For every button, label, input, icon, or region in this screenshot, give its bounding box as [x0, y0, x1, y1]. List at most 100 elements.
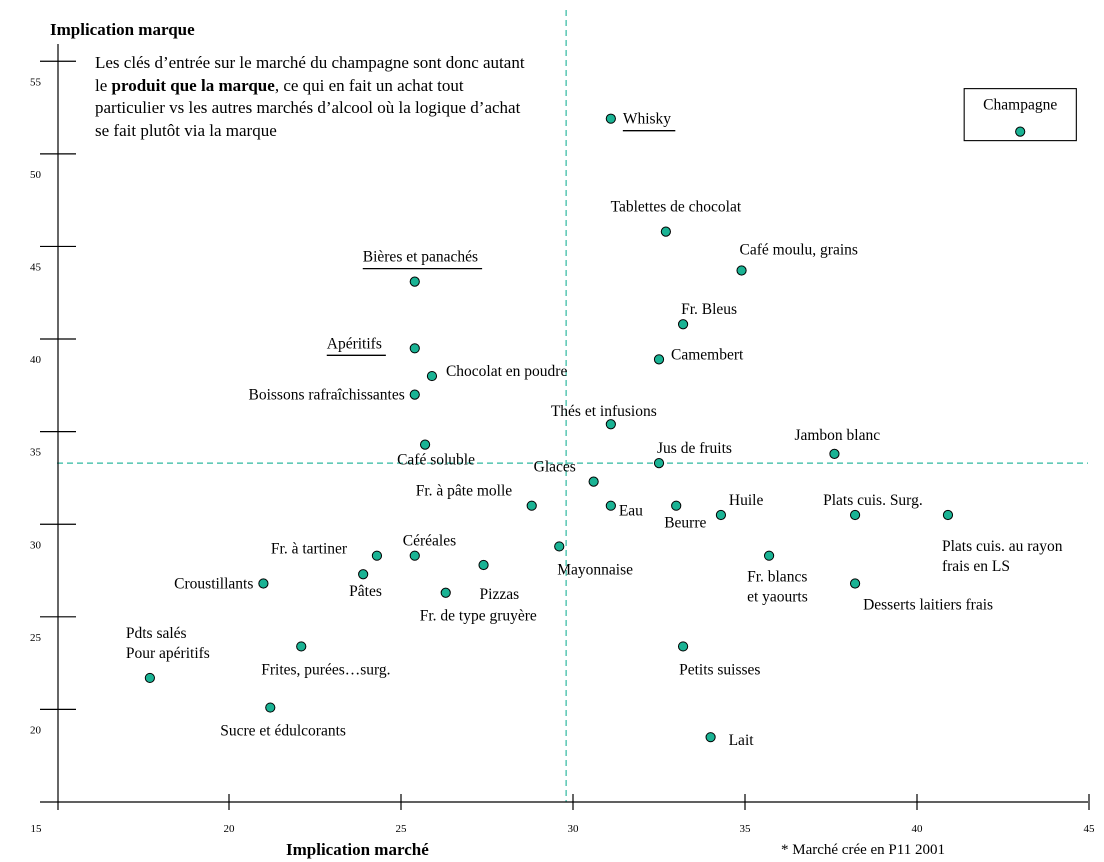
data-point — [653, 458, 665, 469]
y-tick-label: 20 — [30, 724, 42, 736]
data-label: Eau — [619, 503, 643, 520]
data-point — [653, 354, 665, 365]
data-label: Chocolat en poudre — [446, 363, 568, 380]
data-point — [605, 500, 616, 511]
x-tick-label: 25 — [396, 823, 408, 835]
data-label: Fr. à tartiner — [271, 541, 348, 558]
data-label-line: Pdts salés — [126, 625, 187, 642]
data-label-line: frais en LS — [942, 558, 1010, 575]
data-point — [409, 550, 420, 561]
data-point — [849, 578, 861, 589]
data-label: Fr. blancs et yaourts — [747, 569, 808, 606]
y-axis-title: Implication marque — [50, 20, 195, 39]
y-tick-label: 40 — [30, 354, 42, 366]
data-point — [296, 641, 307, 652]
y-tick-label: 25 — [30, 632, 42, 644]
data-label-line: Plats cuis. au rayon — [942, 538, 1063, 555]
data-point — [419, 439, 431, 450]
data-label: Fr. de type gruyère — [420, 608, 537, 625]
data-label: Petits suisses — [679, 661, 760, 678]
data-point — [829, 448, 840, 459]
x-tick-label: 35 — [740, 823, 752, 835]
data-label: Jus de fruits — [657, 440, 732, 457]
data-label: Jambon blanc — [794, 427, 880, 444]
annotation-text: Les clés d’entrée sur le marché du champ… — [95, 52, 525, 142]
data-label: Bières et panachés — [363, 249, 478, 266]
data-point — [849, 509, 861, 521]
data-label: Apéritifs — [327, 335, 382, 352]
data-point — [763, 550, 775, 561]
data-point — [942, 509, 954, 521]
data-label: Camembert — [671, 346, 744, 363]
annotation-text-part: Les clés d’entrée sur le marché du champ… — [95, 53, 525, 95]
data-label: Pizzas — [480, 586, 520, 603]
data-point — [605, 113, 616, 124]
footnote: * Marché crée en P11 2001 — [781, 842, 945, 858]
x-tick-label: 45 — [1084, 823, 1096, 835]
data-point — [554, 541, 565, 552]
data-point — [677, 641, 689, 652]
data-point — [144, 672, 155, 684]
data-point — [715, 509, 727, 521]
data-label: Boissons rafraîchissantes — [248, 387, 404, 404]
data-label-line: Pour apéritifs — [126, 645, 210, 662]
data-label: Beurre — [664, 515, 706, 532]
data-point — [265, 702, 276, 713]
y-tick-label: 55 — [30, 76, 42, 88]
data-point — [671, 500, 682, 511]
x-tick-label: 15 — [31, 823, 43, 835]
x-axis-title: Implication marché — [286, 840, 429, 859]
y-tick-label: 50 — [30, 169, 42, 181]
annotation-bold-text: produit que la marque — [111, 75, 275, 95]
data-label-line: et yaourts — [747, 589, 808, 606]
x-tick-label: 40 — [912, 823, 924, 835]
data-label: Café soluble — [397, 452, 475, 469]
data-label: Fr. Bleus — [681, 301, 737, 318]
label-box — [963, 88, 1077, 142]
data-label: Whisky — [623, 111, 671, 128]
data-point — [705, 732, 716, 743]
data-point — [440, 587, 451, 598]
data-point — [426, 370, 438, 382]
x-tick-label: 20 — [224, 823, 236, 835]
data-label-line: Fr. blancs — [747, 569, 807, 586]
data-point — [605, 419, 616, 430]
data-point — [371, 550, 383, 561]
data-label: Frites, purées…surg. — [261, 661, 390, 678]
data-point — [588, 476, 599, 487]
data-point — [677, 319, 689, 330]
data-point — [409, 343, 420, 354]
data-label: Tablettes de chocolat — [611, 199, 742, 216]
data-label: Glaces — [534, 459, 576, 476]
annotation-text-end: , ce qui en fait un achat tout particuli… — [95, 75, 521, 140]
data-point — [660, 226, 671, 237]
y-tick-label: 35 — [30, 447, 42, 459]
data-point — [258, 578, 269, 589]
y-tick-label: 45 — [30, 262, 42, 274]
x-tick-label: 30 — [568, 823, 580, 835]
data-label: Café moulu, grains — [740, 242, 858, 259]
data-point — [526, 500, 537, 511]
data-label: Plats cuis. au rayon frais en LS — [942, 538, 1063, 575]
data-label: Fr. à pâte molle — [416, 483, 513, 500]
data-label: Pâtes — [349, 583, 382, 600]
data-label: Céréales — [403, 533, 456, 550]
data-label: Sucre et édulcorants — [220, 723, 346, 740]
data-label: Mayonnaise — [557, 561, 633, 578]
data-point — [409, 389, 420, 400]
data-label: Lait — [729, 732, 755, 749]
data-label: Huile — [729, 492, 764, 509]
data-label: Desserts laitiers frais — [863, 596, 993, 613]
data-label: Champagne — [983, 97, 1057, 114]
data-label: Plats cuis. Surg. — [823, 492, 923, 509]
data-point — [478, 559, 489, 571]
data-label: Pdts salés Pour apéritifs — [126, 625, 210, 662]
data-label: Croustillants — [174, 575, 253, 592]
data-label: Thés et infusions — [551, 403, 657, 420]
data-point — [358, 569, 369, 580]
data-point — [1015, 126, 1026, 137]
data-point — [736, 265, 747, 276]
data-point — [409, 276, 420, 287]
y-tick-label: 30 — [30, 539, 42, 551]
